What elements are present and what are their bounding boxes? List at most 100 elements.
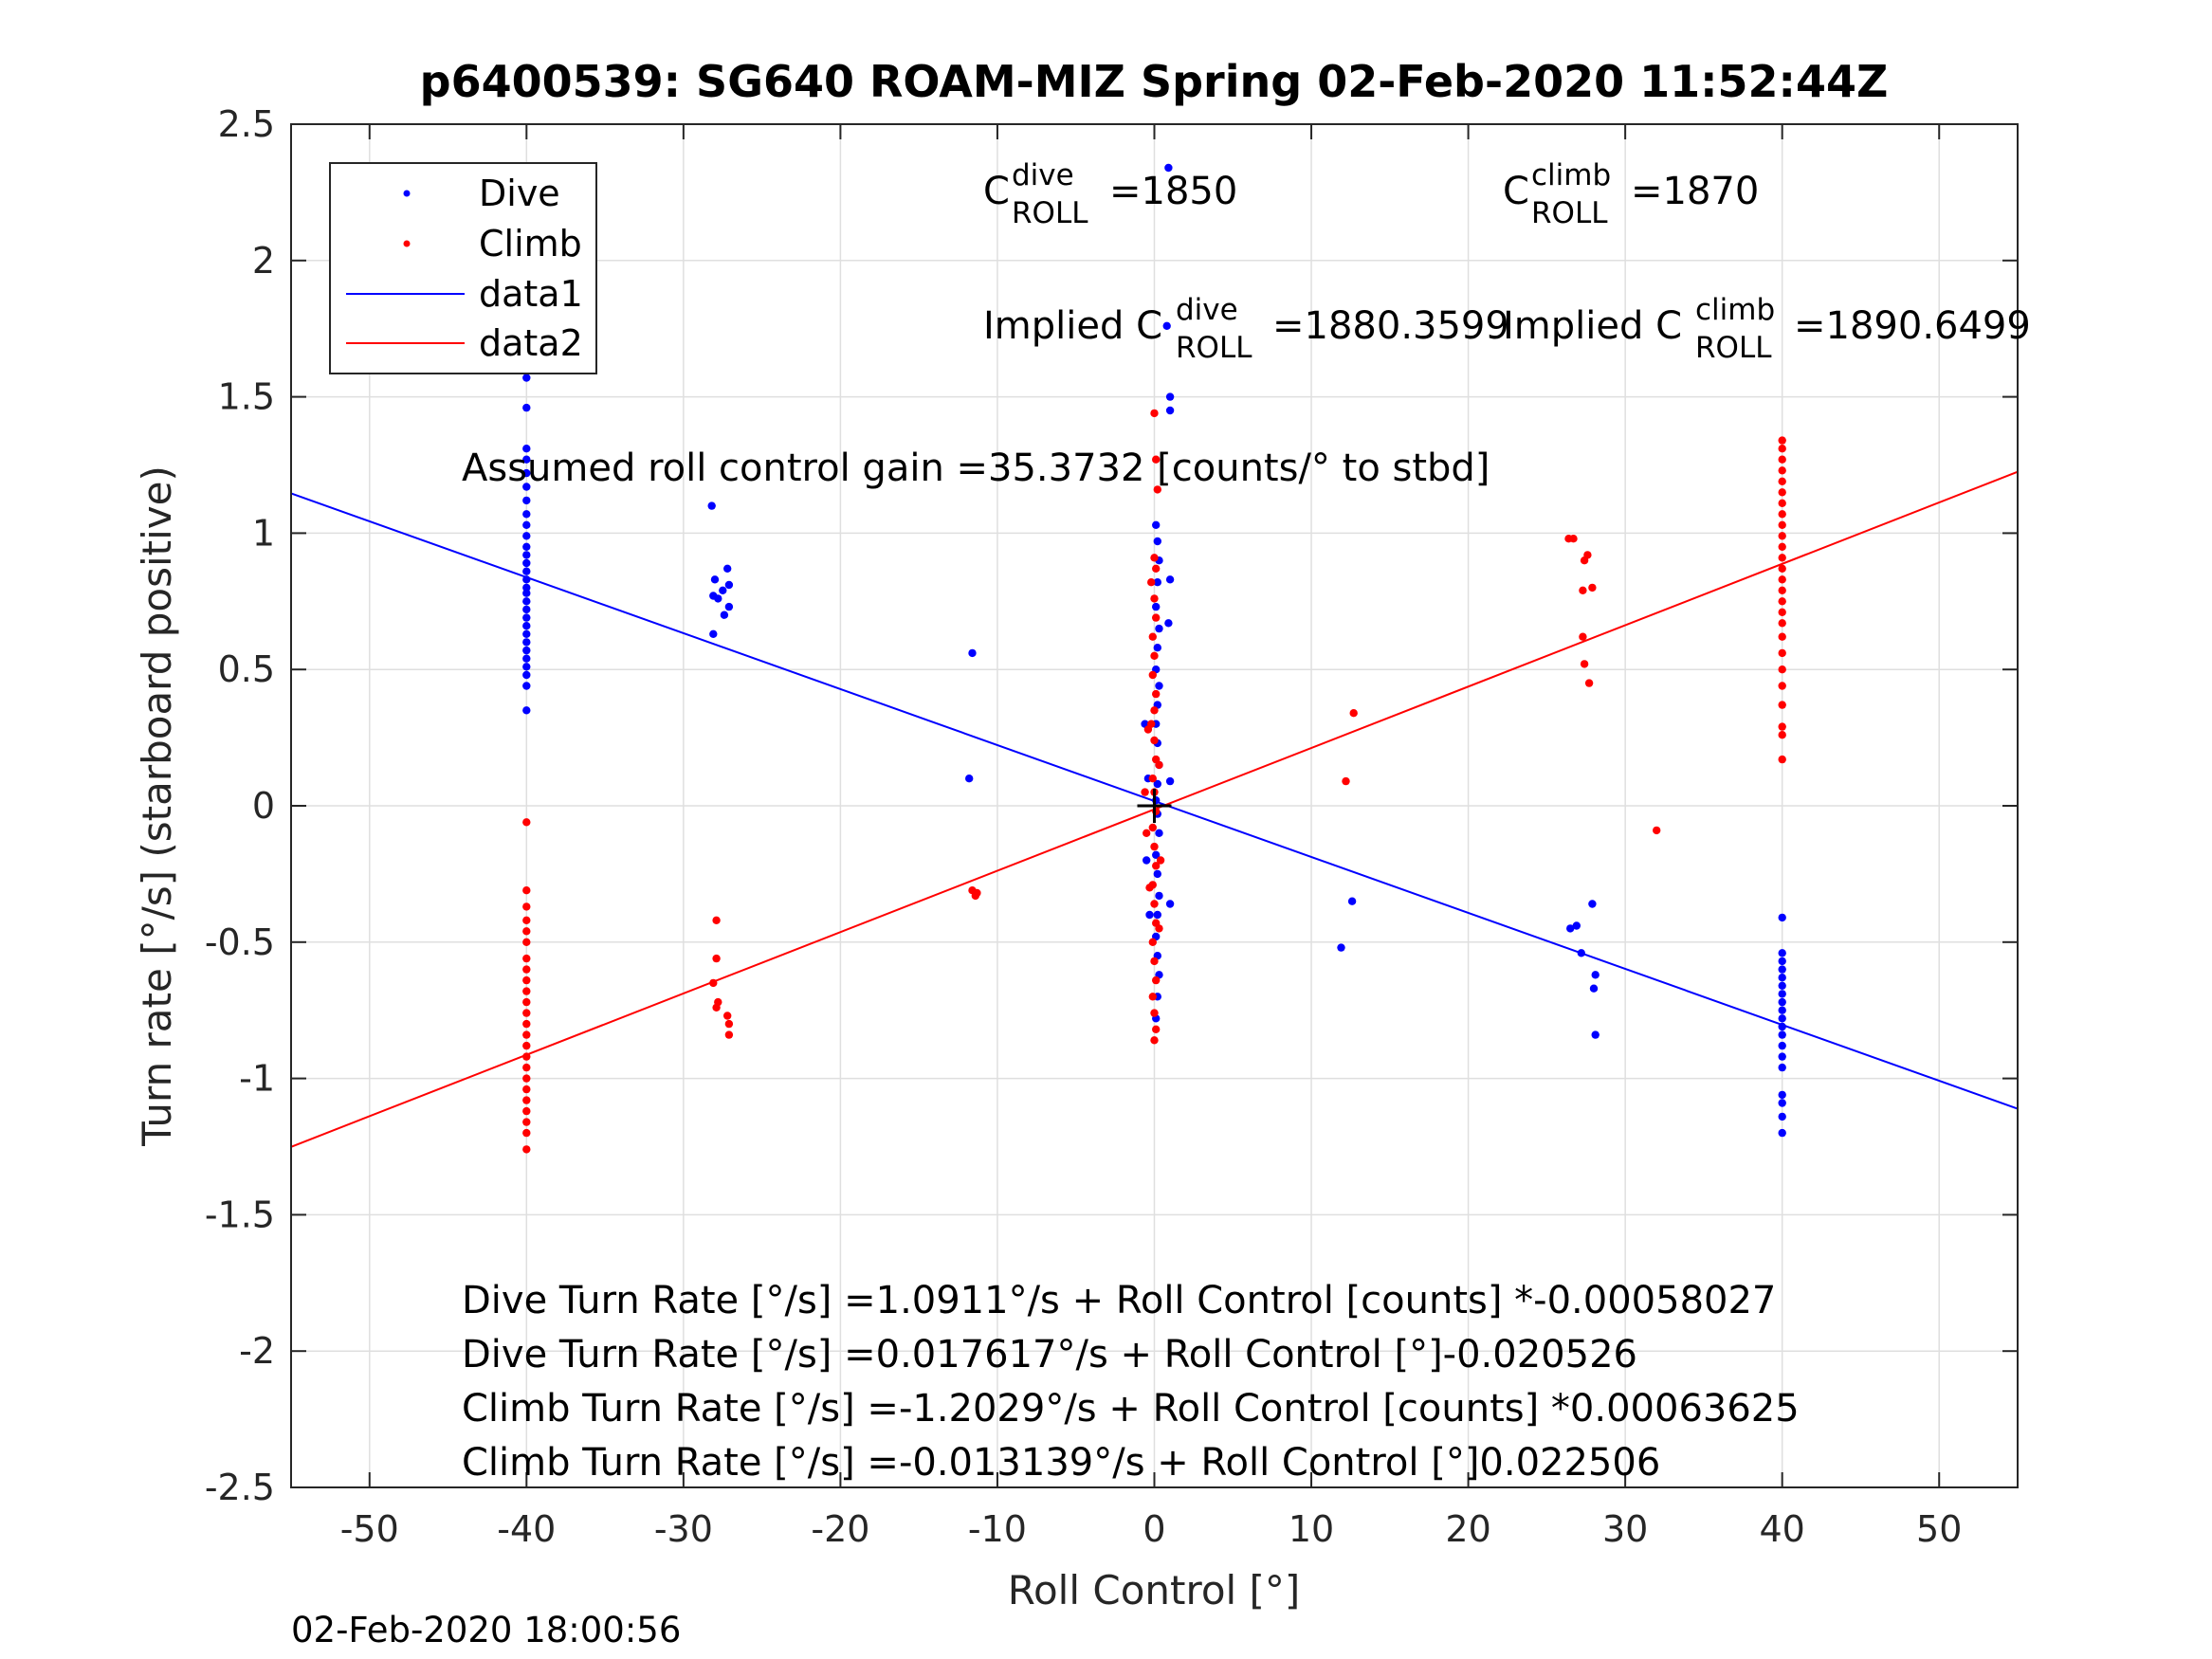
dive-point — [724, 580, 734, 590]
dive-point — [724, 602, 734, 611]
annotation-c-dive: C dive ROLL =1850 — [983, 158, 1237, 230]
climb-point — [522, 1085, 531, 1094]
dive-point — [1778, 1022, 1786, 1031]
dive-point — [1778, 1090, 1786, 1100]
climb-point — [1778, 665, 1786, 674]
dive-point — [710, 575, 720, 584]
climb-point — [1152, 689, 1161, 699]
x-tick-label: 50 — [1916, 1508, 1962, 1550]
dive-point — [720, 611, 729, 619]
dive-point — [1165, 575, 1175, 584]
dive-point — [1778, 1006, 1786, 1014]
climb-point — [1148, 775, 1158, 783]
dive-point — [522, 468, 531, 478]
climb-point — [1778, 731, 1786, 739]
dive-point — [1778, 913, 1786, 922]
climb-point — [522, 1074, 531, 1083]
x-tick-label: -50 — [340, 1508, 399, 1550]
dive-point — [522, 403, 531, 412]
climb-point — [522, 1009, 531, 1017]
implied-climb-sub: ROLL — [1695, 331, 1772, 365]
c-climb-base: C — [1503, 170, 1529, 213]
dive-point — [1778, 965, 1786, 974]
x-axis-label: Roll Control [°] — [1008, 1567, 1301, 1613]
climb-point — [1152, 613, 1161, 622]
dive-point — [1591, 971, 1600, 979]
dive-point — [1153, 910, 1162, 920]
dive-point — [709, 629, 718, 638]
dive-point — [1778, 949, 1786, 957]
dive-point — [1145, 910, 1154, 920]
dive-point — [1337, 943, 1345, 952]
legend: Dive Climb data1 data2 — [329, 162, 597, 374]
climb-point — [522, 1118, 531, 1126]
dive-point — [522, 670, 531, 680]
climb-point — [1778, 619, 1786, 628]
legend-dive-label: Dive — [479, 173, 560, 214]
climb-point — [1778, 455, 1786, 464]
climb-point — [1152, 862, 1161, 870]
c-climb-sub: ROLL — [1531, 196, 1608, 230]
climb-point — [1778, 510, 1786, 519]
dive-point — [723, 564, 732, 573]
dive-point — [1165, 900, 1175, 908]
climb-point — [522, 1063, 531, 1072]
dive-point — [522, 374, 531, 382]
climb-point — [1148, 632, 1158, 641]
dive-point — [1162, 321, 1171, 330]
climb-point — [712, 1003, 721, 1012]
climb-point — [709, 978, 718, 988]
dive-point — [1778, 1128, 1786, 1138]
dive-point — [522, 483, 531, 491]
dive-point — [1778, 1052, 1786, 1061]
climb-point — [1778, 488, 1786, 497]
climb-point — [1778, 701, 1786, 709]
climb-point — [1148, 823, 1158, 832]
dive-point — [1566, 924, 1575, 933]
legend-data1-label: data1 — [479, 273, 583, 315]
climb-point — [712, 916, 721, 924]
dive-point — [1152, 520, 1161, 529]
climb-series — [522, 409, 1786, 1154]
dive-point — [522, 445, 531, 453]
climb-point — [1569, 535, 1578, 543]
dive-point — [1778, 990, 1786, 998]
dive-point — [1153, 869, 1162, 879]
dive-point — [522, 558, 531, 568]
fit-line-4: Climb Turn Rate [°/s] =-0.013139°/s + Ro… — [462, 1441, 1660, 1485]
climb-point — [1778, 682, 1786, 690]
climb-point — [1152, 975, 1161, 985]
dive-point — [968, 648, 977, 658]
dive-point — [522, 589, 531, 597]
dive-point — [522, 551, 531, 559]
climb-point — [522, 975, 531, 985]
dive-point — [707, 501, 716, 510]
c-climb-sup: climb — [1531, 158, 1611, 192]
x-tick-label: -20 — [811, 1508, 869, 1550]
climb-point — [1143, 829, 1151, 837]
origin-marker — [1137, 789, 1172, 823]
climb-point — [1148, 670, 1158, 680]
legend-climb-marker — [403, 240, 411, 247]
y-tick-label: 0 — [252, 785, 275, 827]
climb-point — [1778, 532, 1786, 540]
implied-climb-prefix: Implied C — [1503, 304, 1682, 348]
climb-point — [724, 1030, 734, 1039]
y-tick-label: 1.5 — [218, 376, 275, 418]
climb-point — [522, 997, 531, 1007]
climb-point — [1778, 477, 1786, 485]
implied-dive-sub: ROLL — [1176, 331, 1252, 365]
climb-point — [522, 954, 531, 963]
climb-point — [1583, 551, 1592, 559]
climb-point — [522, 902, 531, 911]
climb-point — [522, 1041, 531, 1050]
x-tick-label: -30 — [654, 1508, 713, 1550]
climb-point — [1153, 485, 1162, 494]
x-tick-label: 20 — [1445, 1508, 1490, 1550]
climb-point — [1150, 900, 1159, 908]
climb-point — [522, 818, 531, 827]
climb-point — [1141, 788, 1149, 796]
implied-climb-sup: climb — [1695, 293, 1775, 327]
dive-point — [1164, 163, 1173, 173]
